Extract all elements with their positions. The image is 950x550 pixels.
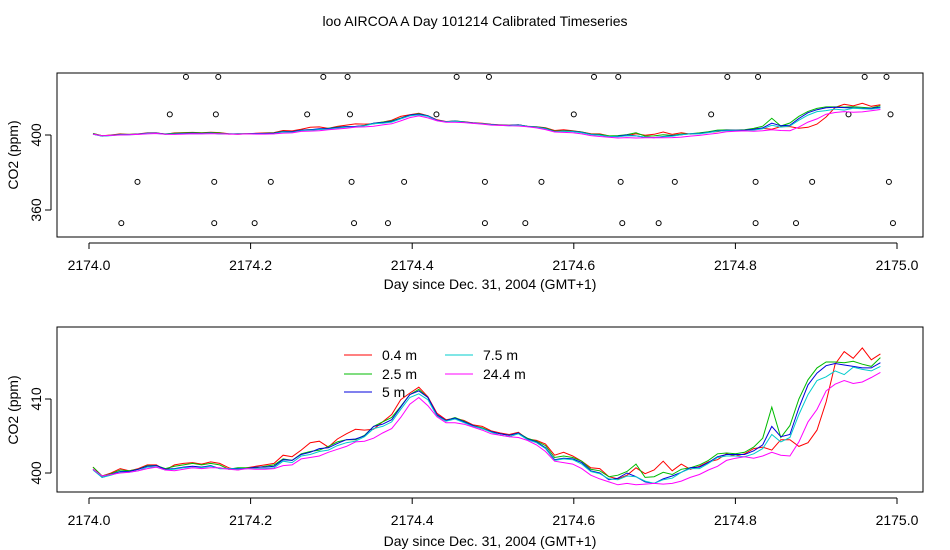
scatter-point (708, 111, 715, 118)
bottom-x-axis-title: Day since Dec. 31, 2004 (GMT+1) (384, 533, 597, 549)
scatter-point (883, 73, 890, 80)
bottom-plot-frame (56, 326, 924, 493)
x-tick-label: 2174.4 (391, 512, 434, 528)
top-x-axis-title: Day since Dec. 31, 2004 (GMT+1) (384, 276, 597, 292)
legend-label: 5 m (382, 384, 405, 400)
scatter-point (752, 178, 759, 185)
scatter-point (887, 111, 894, 118)
x-tick-label: 2175.0 (876, 512, 919, 528)
top-scatter-points (118, 73, 896, 227)
bottom-x-axis: 2174.0 2174.2 2174.4 2174.6 2174.8 2175.0 (68, 497, 919, 528)
scatter-point (591, 73, 597, 80)
scatter-point (861, 73, 868, 80)
scatter-point (889, 220, 896, 227)
scatter-point (617, 178, 624, 185)
y-tick-label: 400 (28, 123, 44, 147)
x-tick-label: 2174.8 (714, 512, 757, 528)
scatter-point (453, 73, 460, 80)
scatter-point (211, 220, 218, 227)
bottom-y-axis-title: CO2 (ppm) (5, 375, 21, 444)
scatter-point (793, 220, 799, 227)
scatter-point (433, 111, 440, 118)
series-line-0-4-m (92, 102, 881, 138)
scatter-point (182, 73, 189, 80)
scatter-point (755, 73, 762, 80)
scatter-point (344, 73, 351, 80)
top-y-axis-title: CO2 (ppm) (5, 120, 21, 189)
x-tick-label: 2174.2 (229, 512, 272, 528)
scatter-point (655, 220, 662, 227)
scatter-point (351, 220, 358, 227)
scatter-point (619, 220, 626, 227)
legend-label: 2.5 m (382, 366, 417, 382)
top-y-axis: 360 400 (28, 123, 52, 222)
series-line-24-4-m (92, 109, 881, 139)
scatter-point (212, 111, 219, 118)
legend: 0.4 m 2.5 m 5 m 7.5 m 24.4 m (344, 347, 526, 400)
legend-label: 24.4 m (483, 366, 526, 382)
x-tick-label: 2174.4 (391, 257, 434, 273)
x-tick-label: 2174.0 (68, 512, 111, 528)
legend-label: 0.4 m (382, 347, 417, 363)
scatter-point (166, 111, 173, 118)
scatter-point (752, 220, 759, 227)
scatter-point (671, 178, 678, 185)
scatter-point (251, 220, 258, 227)
y-tick-label: 410 (28, 387, 44, 411)
scatter-point (348, 178, 355, 185)
x-tick-label: 2174.6 (552, 257, 595, 273)
scatter-point (845, 111, 852, 118)
scatter-point (481, 220, 488, 227)
scatter-point (211, 178, 218, 185)
scatter-point (118, 220, 125, 227)
series-line-7-5-m (92, 107, 881, 139)
scatter-point (615, 73, 622, 80)
chart-title: loo AIRCOA A Day 101214 Calibrated Times… (322, 13, 627, 29)
x-tick-label: 2174.8 (714, 257, 757, 273)
series-line-24-4-m (92, 371, 881, 486)
bottom-panel: 2174.0 2174.2 2174.4 2174.6 2174.8 2175.0 400… (5, 326, 924, 549)
top-plot-frame (56, 72, 924, 238)
top-x-axis: 2174.0 2174.2 2174.4 2174.6 2174.8 2175.0 (68, 242, 919, 273)
scatter-point (885, 178, 892, 185)
series-line-2-5-m (92, 105, 881, 137)
top-series-lines (92, 102, 881, 139)
series-line-0-4-m (92, 347, 881, 480)
scatter-point (401, 178, 408, 185)
legend-label: 7.5 m (483, 347, 518, 363)
x-tick-label: 2174.6 (552, 512, 595, 528)
bottom-y-axis: 400 410 (28, 387, 52, 485)
x-tick-label: 2174.0 (68, 257, 111, 273)
bottom-series-lines (92, 347, 881, 486)
y-tick-label: 360 (28, 198, 44, 222)
scatter-point (215, 73, 222, 80)
y-tick-label: 400 (28, 461, 44, 485)
scatter-point (384, 220, 391, 227)
scatter-point (304, 111, 311, 118)
scatter-point (346, 111, 353, 118)
scatter-point (809, 178, 816, 185)
top-panel: 2174.0 2174.2 2174.4 2174.6 2174.8 2175.0 360… (5, 72, 924, 292)
scatter-point (134, 178, 141, 185)
scatter-point (485, 73, 492, 80)
x-tick-label: 2175.0 (876, 257, 919, 273)
x-tick-label: 2174.2 (229, 257, 272, 273)
scatter-point (267, 178, 274, 185)
scatter-point (724, 73, 731, 80)
scatter-point (570, 111, 577, 118)
scatter-point (481, 178, 488, 185)
scatter-point (522, 220, 529, 227)
scatter-point (320, 73, 327, 80)
scatter-point (538, 178, 545, 185)
